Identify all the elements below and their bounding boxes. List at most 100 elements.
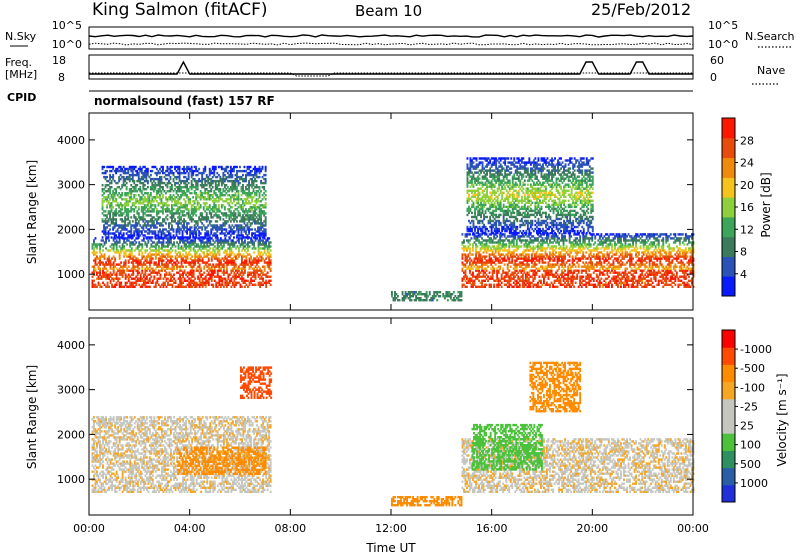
power-cell (112, 166, 114, 168)
power-cell (185, 251, 187, 253)
power-cell (188, 182, 190, 184)
power-cell (93, 280, 95, 282)
power-cell (248, 236, 250, 238)
power-cell (173, 194, 175, 196)
power-cell (510, 266, 512, 268)
power-cell (119, 278, 121, 280)
power-cell (239, 166, 241, 168)
power-cell (126, 243, 128, 245)
power-cell (151, 170, 153, 172)
power-cell (215, 253, 217, 255)
power-cell (133, 210, 135, 212)
power-cell (203, 266, 205, 268)
power-cell (151, 236, 153, 238)
power-cell (136, 184, 138, 186)
power-cell (513, 239, 515, 241)
power-cell (206, 202, 208, 204)
power-cell (270, 249, 272, 251)
power-cell (270, 259, 272, 261)
power-cell (170, 194, 172, 196)
power-cell (224, 278, 226, 280)
power-cell (135, 166, 137, 168)
power-cell (177, 194, 179, 196)
power-cell (159, 216, 161, 218)
power-cell (170, 182, 172, 184)
power-cell (139, 186, 141, 188)
power-cell (504, 239, 506, 241)
power-cell (180, 196, 182, 198)
power-cell (255, 239, 257, 241)
power-cell (225, 228, 227, 230)
power-cell (108, 239, 110, 241)
power-cell (138, 268, 140, 270)
power-cell (469, 247, 471, 249)
power-cell (399, 299, 401, 301)
power-cell (238, 239, 240, 241)
power-cell (493, 268, 495, 270)
power-cell (123, 232, 125, 234)
power-cell (206, 212, 208, 214)
power-cell (156, 280, 158, 282)
cpid-label: CPID (7, 91, 36, 104)
power-cell (96, 251, 98, 253)
power-cell (501, 286, 503, 288)
power-cell (162, 194, 164, 196)
power-cell (555, 251, 557, 253)
power-cell (221, 184, 223, 186)
noise-tick-left-bottom: 10^0 (52, 38, 82, 51)
power-cell (195, 210, 197, 212)
power-cell (270, 268, 272, 270)
power-cell (153, 210, 155, 212)
power-cell (119, 253, 121, 255)
power-cell (469, 239, 471, 241)
power-cell (549, 251, 551, 253)
freq-label-bottom: [MHz] (5, 68, 37, 81)
power-cell (486, 255, 488, 257)
power-cell (105, 239, 107, 241)
power-cell (250, 255, 252, 257)
power-cell (510, 280, 512, 282)
power-cell (262, 278, 264, 280)
power-cell (218, 253, 220, 255)
power-cell (179, 251, 181, 253)
power-cell (564, 253, 566, 255)
power-cell (244, 166, 246, 168)
power-cell (397, 295, 399, 297)
power-cell (216, 234, 218, 236)
power-cell (200, 268, 202, 270)
power-cell (163, 259, 165, 261)
power-cell (236, 166, 238, 168)
power-cell (261, 251, 263, 253)
power-cell (211, 280, 213, 282)
power-cell (138, 212, 140, 214)
power-cell (201, 222, 203, 224)
power-cell (224, 224, 226, 226)
nave-label: Nave (757, 64, 785, 77)
power-cell (477, 245, 479, 247)
power-cell (253, 280, 255, 282)
power-cell (250, 166, 252, 168)
power-cell (130, 216, 132, 218)
power-cell (195, 166, 197, 168)
power-cell (239, 182, 241, 184)
power-cell (113, 280, 115, 282)
power-cell (270, 241, 272, 243)
power-cell (152, 280, 154, 282)
power-cell (199, 263, 201, 265)
power-cell (532, 280, 534, 282)
power-cell (138, 253, 140, 255)
power-cell (472, 272, 474, 274)
power-cell (120, 282, 122, 284)
power-cell (508, 270, 510, 272)
power-cell (215, 204, 217, 206)
power-cell (111, 186, 113, 188)
power-cell (171, 166, 173, 168)
power-cell (95, 268, 97, 270)
power-cell (226, 266, 228, 268)
power-cell (498, 278, 500, 280)
power-cell (265, 178, 267, 180)
power-cell (265, 194, 267, 196)
power-cell (566, 239, 568, 241)
power-cell (468, 253, 470, 255)
power-cell (504, 263, 506, 265)
